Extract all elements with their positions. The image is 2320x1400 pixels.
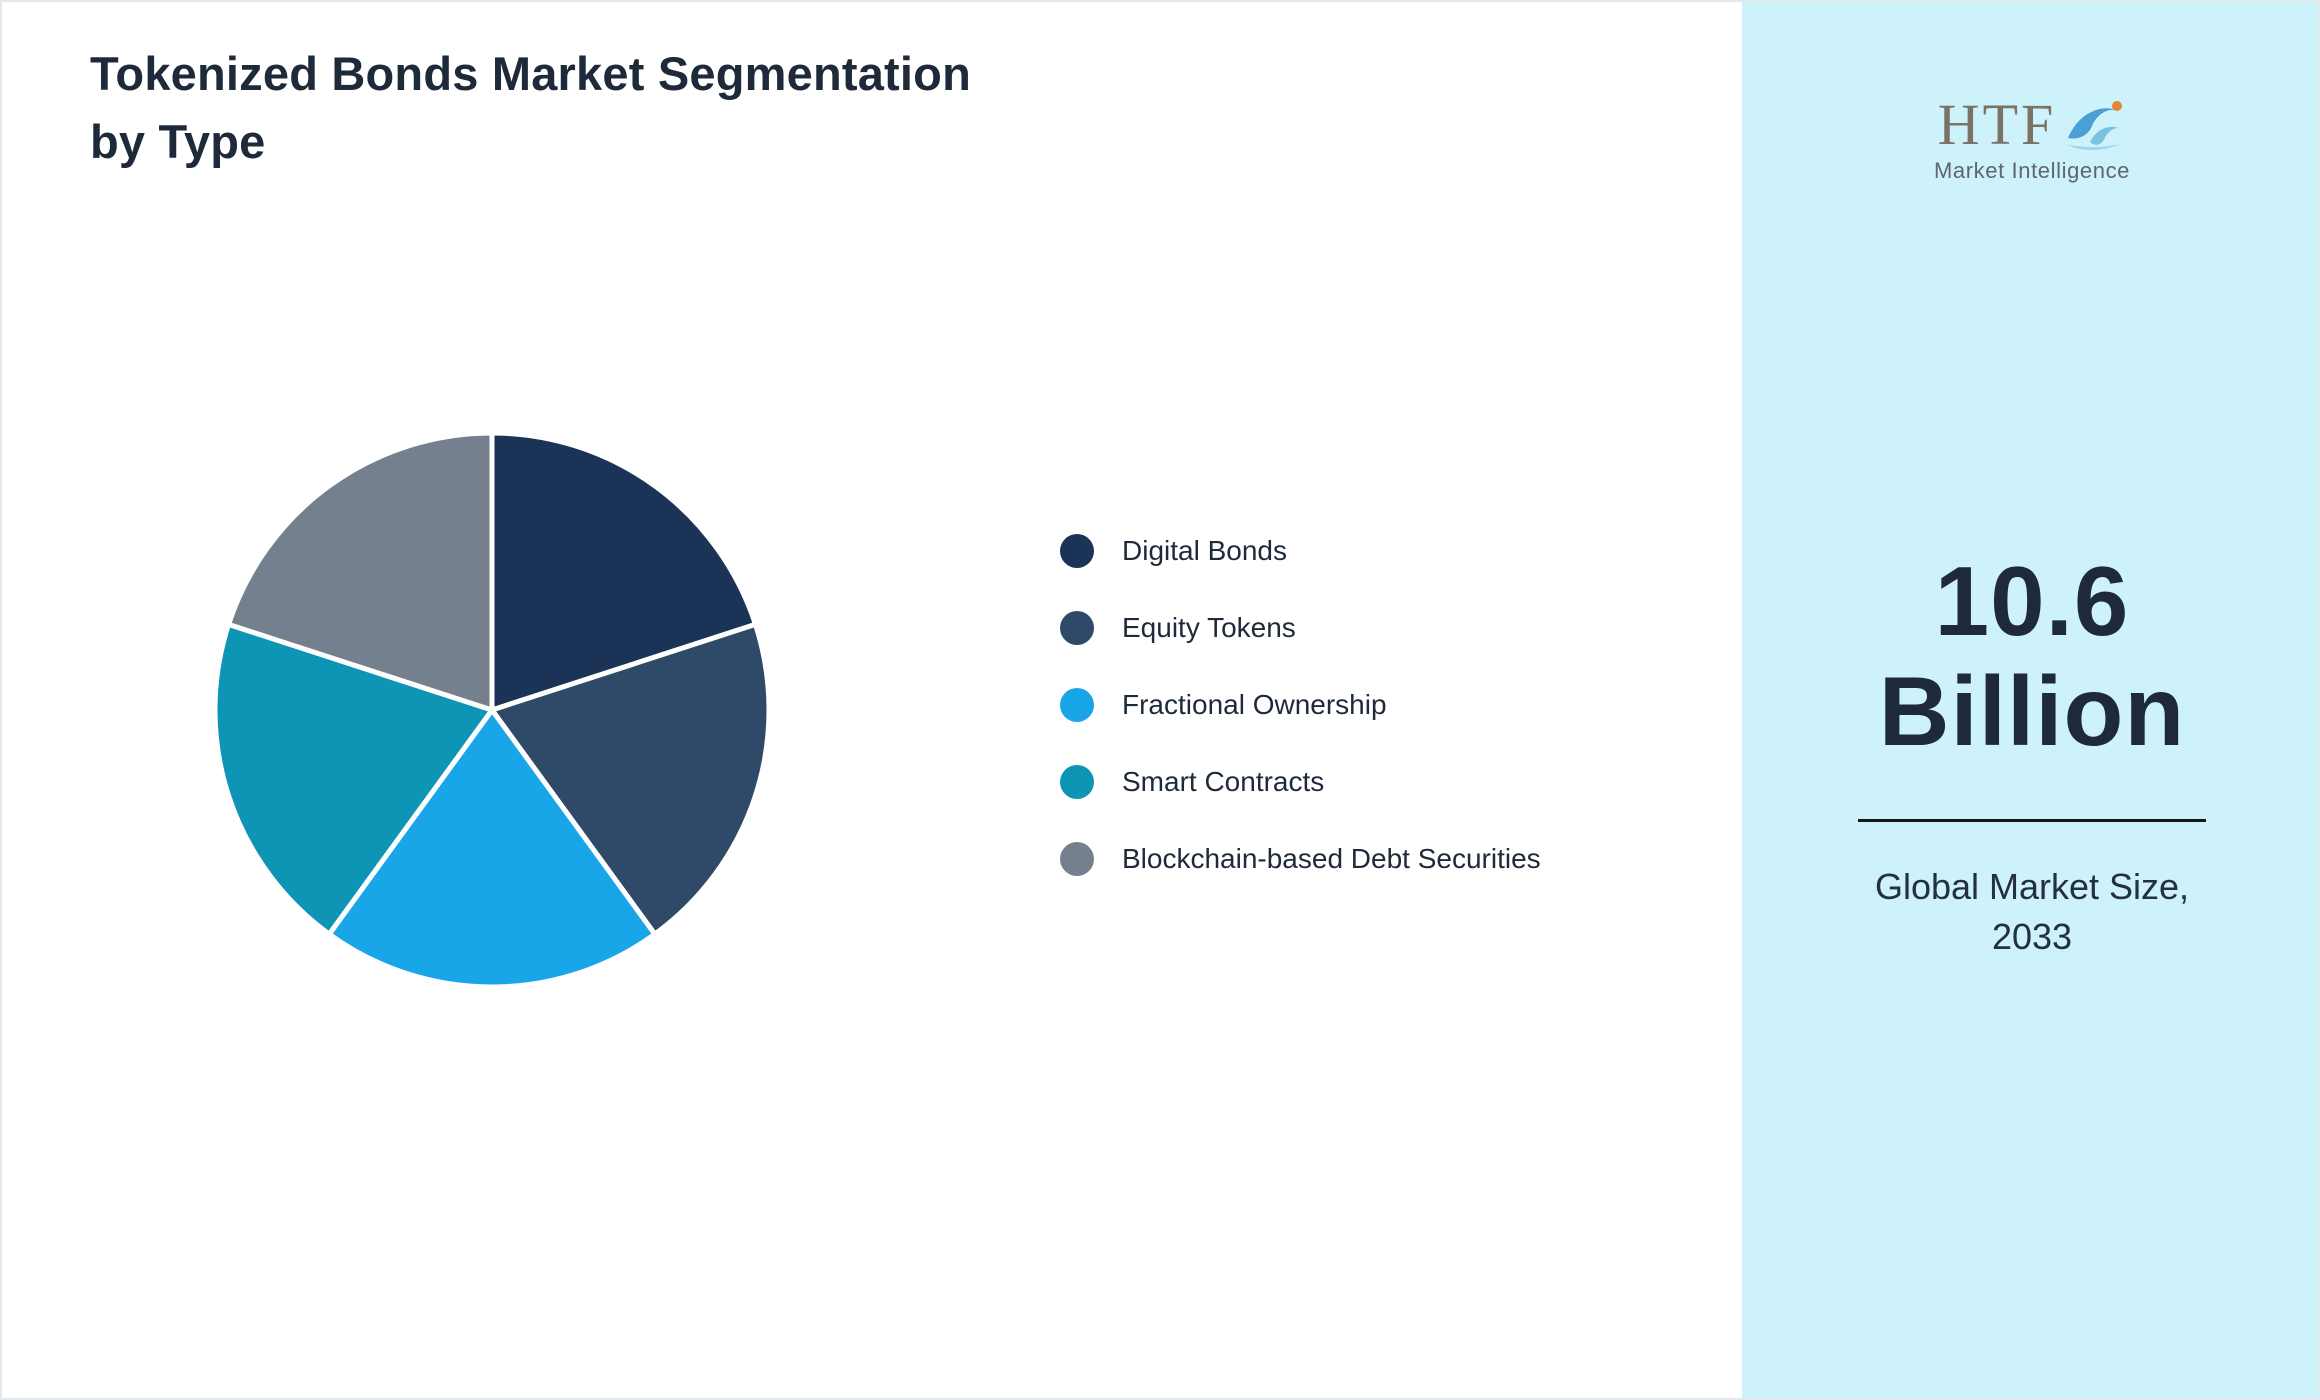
legend-label: Digital Bonds — [1122, 535, 1287, 566]
pie-slice-digital-bonds — [489, 430, 758, 713]
pie-slice-smart-contracts — [212, 621, 495, 937]
chart-legend: Digital Bonds Equity Tokens Fractional O… — [1060, 534, 1541, 876]
right-sidebar: HTF Market Intelligence 10.6 Billion Glo… — [1742, 2, 2318, 1398]
market-size-unit: Billion — [1878, 655, 2186, 766]
legend-item-blockchain-debt-securities: Blockchain-based Debt Securities — [1060, 842, 1541, 876]
legend-item-equity-tokens: Equity Tokens — [1060, 611, 1541, 645]
legend-label: Blockchain-based Debt Securities — [1122, 843, 1541, 874]
legend-label: Fractional Ownership — [1122, 689, 1387, 720]
legend-item-digital-bonds: Digital Bonds — [1060, 534, 1541, 568]
market-size-number: 10.6 — [1934, 546, 2130, 656]
pie-chart-svg — [212, 430, 772, 990]
legend-swatch-icon — [1060, 534, 1094, 568]
legend-label: Smart Contracts — [1122, 766, 1325, 797]
brand-logo: HTF Market Intelligence — [1742, 92, 2318, 184]
pie-slice-equity-tokens — [489, 621, 772, 937]
logo-text: HTF — [1937, 92, 2057, 157]
pie-slice-blockchain-based-debt-securities — [226, 430, 495, 713]
logo-subtext: Market Intelligence — [1933, 158, 2131, 183]
pie-chart — [202, 420, 782, 1000]
legend-item-smart-contracts: Smart Contracts — [1060, 765, 1541, 799]
legend-item-fractional-ownership: Fractional Ownership — [1060, 688, 1541, 722]
page-title: Tokenized Bonds Market Segmentation by T… — [90, 47, 971, 169]
market-size-value: 10.6 Billion — [1742, 546, 2318, 767]
pie-slice-fractional-ownership — [326, 707, 658, 990]
legend-swatch-icon — [1060, 765, 1094, 799]
market-size-block: 10.6 Billion Global Market Size, 2033 — [1742, 546, 2318, 962]
legend-swatch-icon — [1060, 688, 1094, 722]
market-size-caption: Global Market Size, 2033 — [1874, 865, 2190, 957]
dolphin-logo-icon — [2066, 101, 2123, 150]
legend-swatch-icon — [1060, 842, 1094, 876]
legend-swatch-icon — [1060, 611, 1094, 645]
legend-label: Equity Tokens — [1122, 612, 1296, 643]
divider-line — [1858, 818, 2206, 822]
